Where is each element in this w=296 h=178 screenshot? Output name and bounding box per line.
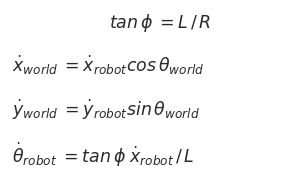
- Text: $\dot{\theta}_{robot}\; = \mathit{tan}\,\phi\;\dot{x}_{robot}\,/\,L$: $\dot{\theta}_{robot}\; = \mathit{tan}\,…: [12, 141, 194, 169]
- Text: $\dot{y}_{world}\; = \dot{y}_{robot}\mathit{sin}\,\theta_{world}$: $\dot{y}_{world}\; = \dot{y}_{robot}\mat…: [12, 98, 200, 122]
- Text: $\dot{x}_{world}\; = \dot{x}_{robot}\mathit{cos}\,\theta_{world}$: $\dot{x}_{world}\; = \dot{x}_{robot}\mat…: [12, 54, 204, 77]
- Text: $\mathit{tan}\,\phi\; = L\,/\,R$: $\mathit{tan}\,\phi\; = L\,/\,R$: [109, 12, 211, 34]
